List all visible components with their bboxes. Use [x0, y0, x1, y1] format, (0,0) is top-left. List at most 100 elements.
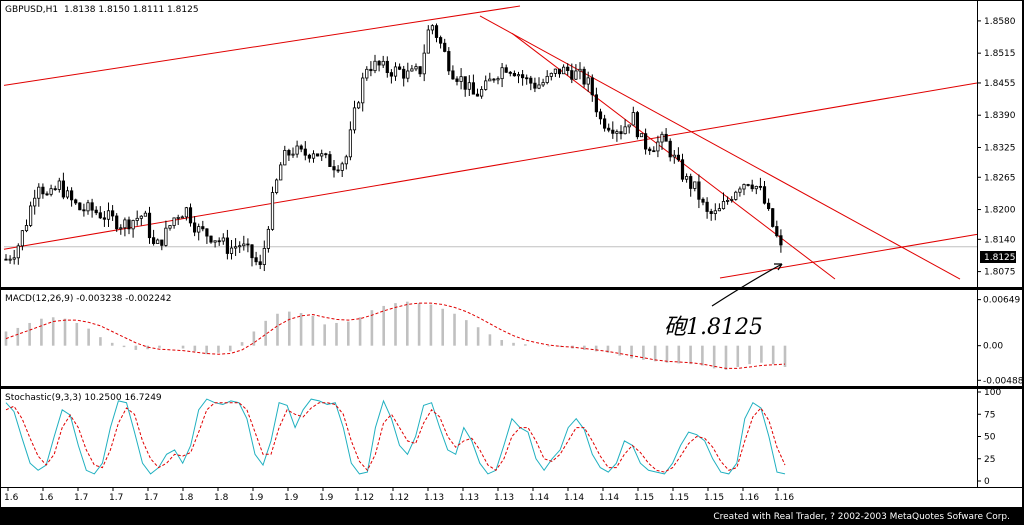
candle-body — [361, 77, 365, 104]
candle-body — [434, 25, 439, 38]
candle-body — [250, 244, 254, 259]
candle-body — [717, 208, 722, 212]
stoch-tick-label: 75 — [984, 410, 995, 420]
candle-body — [738, 188, 742, 193]
candle-body — [332, 166, 336, 171]
candle-body — [279, 164, 283, 181]
time-tick-label: 1.7 — [74, 493, 88, 503]
candle-body — [53, 188, 57, 191]
trend-line — [479, 15, 961, 280]
candle-body — [205, 228, 209, 237]
annotation-arrow — [711, 263, 783, 307]
candle-body — [771, 208, 775, 227]
current-price-box — [980, 251, 1016, 263]
candle-body — [607, 127, 611, 131]
annotation-text: 砲1.8125 — [664, 315, 763, 340]
candle-body — [598, 111, 603, 120]
candle-body — [143, 212, 147, 217]
candle-body — [311, 153, 316, 159]
candle-body — [746, 184, 750, 186]
candle-body — [201, 226, 205, 230]
candle-body — [664, 133, 668, 142]
price-tick-label: 1.8075 — [984, 268, 1016, 278]
candle-body — [525, 77, 529, 80]
candle-body — [111, 210, 115, 217]
candle-body — [315, 153, 320, 157]
candle-body — [574, 70, 578, 80]
candle-body — [492, 78, 496, 81]
trend-line — [719, 233, 978, 279]
price-tick-label: 1.8265 — [984, 173, 1016, 183]
time-tick-label: 1.6 — [4, 493, 19, 503]
candle-body — [537, 84, 541, 89]
candle-body — [221, 237, 225, 242]
candle-body — [184, 207, 188, 218]
candle-body — [274, 179, 279, 193]
time-tick-label: 1.13 — [459, 493, 479, 503]
stochastic-title: Stochastic(9,3,3) 10.2500 16.7249 — [5, 393, 162, 403]
candle-body — [619, 131, 623, 135]
candle-body — [521, 74, 525, 79]
price-pane[interactable] — [0, 0, 1023, 288]
candle-body — [123, 219, 127, 229]
candle-body — [262, 248, 266, 265]
candle-body — [86, 202, 90, 212]
candle-body — [504, 67, 508, 73]
time-tick-label: 1.15 — [704, 493, 724, 503]
candle-body — [762, 186, 767, 204]
candle-body — [385, 60, 389, 73]
candle-body — [57, 180, 61, 190]
candle-body — [488, 78, 492, 82]
candle-body — [631, 112, 635, 126]
candle-body — [406, 70, 410, 79]
candle-body — [652, 150, 656, 153]
candle-body — [102, 217, 106, 220]
macd-pane[interactable] — [0, 289, 1023, 387]
candle-body — [623, 126, 627, 135]
candle-body — [635, 112, 640, 138]
candle-body — [291, 153, 295, 156]
candle-body — [320, 153, 324, 157]
candle-body — [336, 169, 340, 172]
price-tick-label: 1.8390 — [984, 111, 1016, 121]
candle-body — [467, 82, 471, 90]
candle-body — [615, 131, 619, 134]
candle-body — [65, 190, 70, 198]
candle-body — [656, 141, 660, 152]
candle-body — [242, 243, 246, 247]
macd-tick-label: -0.00488 — [983, 376, 1024, 386]
candle-body — [45, 193, 49, 196]
candle-body — [344, 156, 348, 165]
candle-body — [570, 70, 574, 80]
candle-body — [689, 176, 693, 189]
candle-body — [676, 154, 681, 161]
candle-body — [94, 209, 98, 214]
candle-body — [246, 243, 250, 246]
candle-body — [348, 129, 353, 158]
stoch-k-line — [5, 398, 786, 475]
candle-body — [701, 198, 705, 203]
candle-body — [61, 180, 66, 198]
candle-body — [180, 216, 184, 219]
candle-body — [721, 200, 726, 210]
candle-body — [644, 133, 648, 150]
candle-body — [648, 148, 652, 152]
time-tick-label: 1.9 — [284, 493, 299, 503]
candle-body — [270, 192, 275, 230]
candle-body — [209, 235, 213, 243]
candle-body — [78, 202, 82, 211]
stoch-tick-label: 0 — [984, 477, 990, 487]
candle-body — [238, 245, 242, 248]
candle-body — [90, 202, 94, 211]
candle-body — [443, 42, 447, 52]
candle-body — [603, 118, 607, 129]
candle-body — [586, 77, 590, 85]
price-tick-label: 1.8580 — [984, 17, 1016, 27]
candle-body — [365, 68, 369, 79]
time-tick-label: 1.12 — [354, 493, 374, 503]
candle-body — [639, 133, 644, 138]
candle-body — [8, 258, 12, 261]
candle-body — [553, 68, 558, 74]
candle-body — [20, 230, 25, 247]
candle-body — [176, 217, 180, 219]
